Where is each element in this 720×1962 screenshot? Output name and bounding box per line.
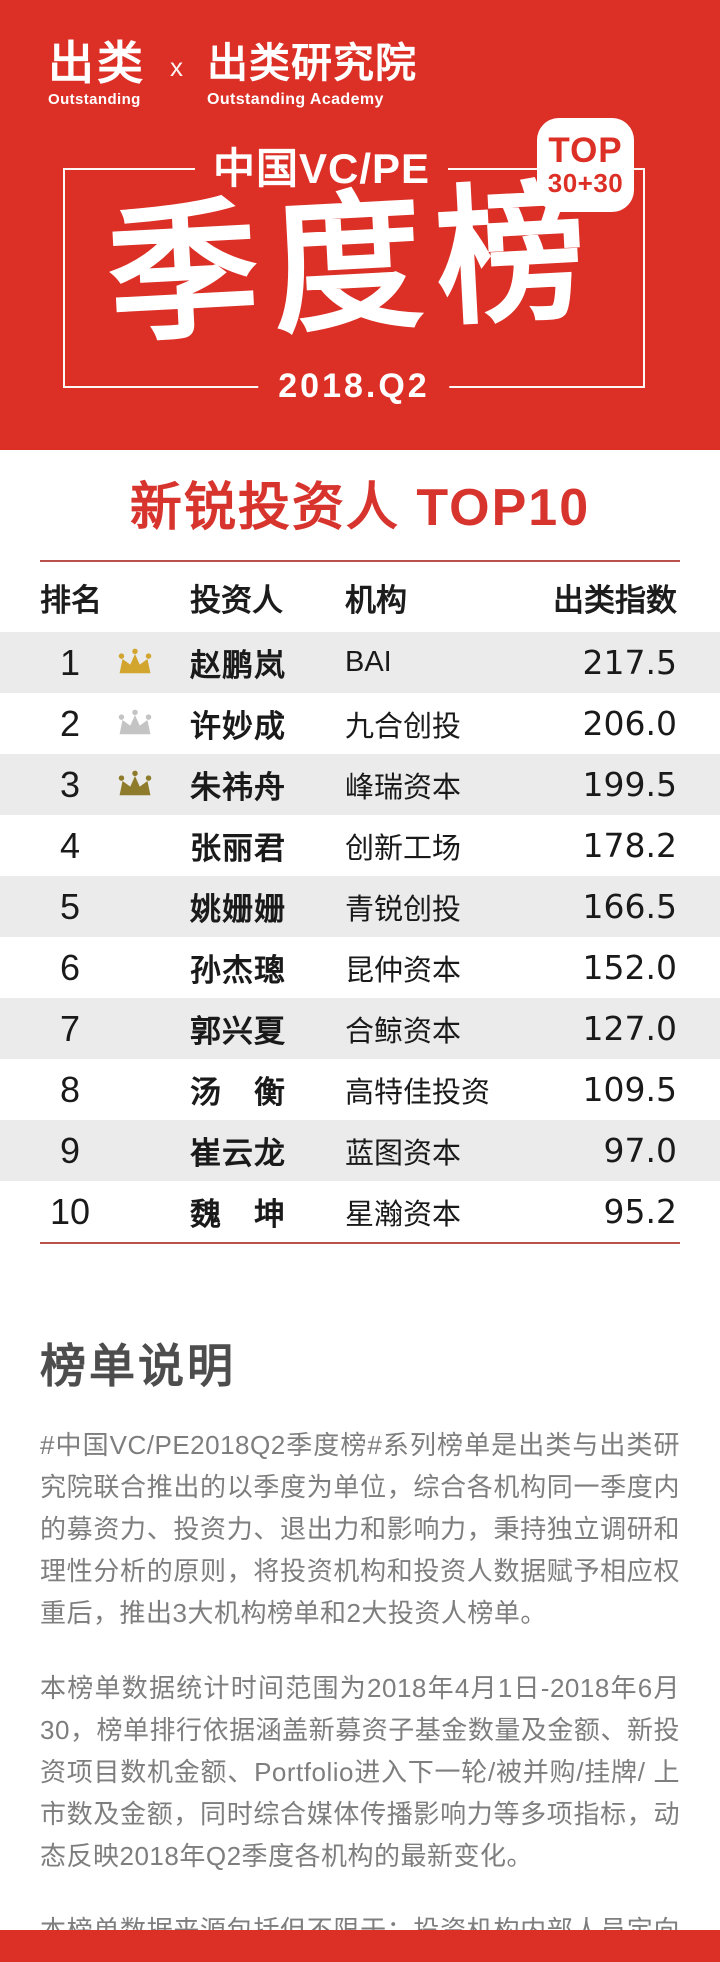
table-row: 2 许妙成 九合创投 206.0 <box>0 693 720 754</box>
column-header-investor: 投资人 <box>190 582 283 618</box>
notes-paragraph-2: 本榜单数据统计时间范围为2018年4月1日-2018年6月30，榜单排行依据涵盖… <box>40 1672 680 1871</box>
rank-number: 8 <box>59 1068 81 1110</box>
logo-outstanding-en: Outstanding <box>48 91 141 108</box>
ranking-section: 新锐投资人 TOP10 排名 投资人 机构 出类指数 1 赵鹏岚 BAI <box>0 450 720 1244</box>
badge-top-text: TOP <box>548 131 623 170</box>
table-row: 9 崔云龙 蓝图资本 97.0 <box>0 1120 720 1181</box>
rank-number: 10 <box>49 1190 91 1232</box>
banner-frame: 中国VC/PE 季度榜 2018.Q2 <box>63 143 645 407</box>
logo-x-separator: x <box>170 52 183 82</box>
crown-icon-bronze <box>100 770 170 799</box>
column-header-score: 出类指数 <box>553 582 677 618</box>
investor-name: 汤 衡 <box>190 1075 286 1110</box>
table-row: 4 张丽君 创新工场 178.2 <box>0 815 720 876</box>
notes-title: 榜单说明 <box>40 1340 236 1392</box>
rank-number: 9 <box>59 1129 81 1171</box>
banner-region-label: 中国VC/PE <box>195 143 449 195</box>
table-header: 排名 投资人 机构 出类指数 <box>0 562 720 632</box>
investor-name: 许妙成 <box>190 709 286 744</box>
investor-name: 姚姗姗 <box>190 892 286 927</box>
crown-icon-gold <box>100 648 170 677</box>
score-value: 178.2 <box>582 826 677 865</box>
table-row: 8 汤 衡 高特佳投资 109.5 <box>0 1059 720 1120</box>
investor-name: 赵鹏岚 <box>190 648 286 683</box>
score-value: 199.5 <box>582 765 677 804</box>
rank-number: 3 <box>59 763 81 805</box>
logo-outstanding-cn: 出类 <box>48 37 146 89</box>
column-header-org: 机构 <box>345 582 407 618</box>
score-value: 152.0 <box>582 948 677 987</box>
org-name: 蓝图资本 <box>345 1137 462 1170</box>
score-value: 95.2 <box>603 1192 677 1231</box>
rank-number: 1 <box>59 641 81 683</box>
table-row: 10 魏 坤 星瀚资本 95.2 <box>0 1181 720 1242</box>
table-row: 1 赵鹏岚 BAI 217.5 <box>0 632 720 693</box>
table-row: 5 姚姗姗 青锐创投 166.5 <box>0 876 720 937</box>
score-value: 206.0 <box>582 704 677 743</box>
rank-number: 2 <box>59 702 81 744</box>
column-header-rank: 排名 <box>40 582 102 618</box>
logo-academy-cn: 出类研究院 <box>207 40 417 86</box>
logo-academy: 出类研究院 Outstanding Academy <box>207 40 417 109</box>
investor-name: 孙杰璁 <box>190 953 286 988</box>
table-row: 7 郭兴夏 合鲸资本 127.0 <box>0 998 720 1059</box>
badge-sub-text: 30+30 <box>547 168 624 198</box>
investor-name: 朱祎舟 <box>190 770 286 805</box>
org-name: 合鲸资本 <box>345 1015 462 1048</box>
investor-name: 魏 坤 <box>190 1197 286 1232</box>
score-value: 166.5 <box>582 887 677 926</box>
org-name: 星瀚资本 <box>345 1198 462 1231</box>
crown-icon-silver <box>100 709 170 738</box>
org-name: 青锐创投 <box>345 893 462 926</box>
rank-number: 5 <box>59 885 81 927</box>
rank-number: 7 <box>59 1007 81 1049</box>
org-name: 创新工场 <box>345 832 462 865</box>
score-value: 109.5 <box>582 1070 677 1109</box>
table-row: 3 朱祎舟 峰瑞资本 199.5 <box>0 754 720 815</box>
logo-lockup: 出类 Outstanding x 出类研究院 Outstanding Acade… <box>48 40 417 109</box>
score-value: 217.5 <box>582 643 677 682</box>
logo-outstanding: 出类 Outstanding <box>48 40 146 108</box>
list-title: 新锐投资人 TOP10 <box>129 479 591 537</box>
hero-banner: 出类 Outstanding x 出类研究院 Outstanding Acade… <box>0 0 720 450</box>
table-row: 6 孙杰璁 昆仲资本 152.0 <box>0 937 720 998</box>
org-name: 高特佳投资 <box>345 1076 491 1109</box>
score-value: 97.0 <box>603 1131 677 1170</box>
org-name: 昆仲资本 <box>345 954 462 987</box>
investor-name: 张丽君 <box>190 831 286 866</box>
org-name: 峰瑞资本 <box>345 771 462 804</box>
logo-academy-en: Outstanding Academy <box>207 91 384 108</box>
banner-period: 2018.Q2 <box>258 365 450 407</box>
title-divider <box>40 560 680 562</box>
footer-red-bar <box>0 1930 720 1962</box>
investor-name: 郭兴夏 <box>190 1014 286 1049</box>
rank-number: 4 <box>59 824 81 866</box>
ranking-table: 1 赵鹏岚 BAI 217.5 2 <box>0 632 720 1242</box>
rank-number: 6 <box>59 946 81 988</box>
top-30-30-badge: TOP 30+30 <box>537 118 634 212</box>
notes-paragraph-1: #中国VC/PE2018Q2季度榜#系列榜单是出类与出类研究院联合推出的以季度为… <box>40 1430 680 1629</box>
investor-name: 崔云龙 <box>190 1136 286 1171</box>
org-name: 九合创投 <box>345 710 462 743</box>
notes-section: 榜单说明 #中国VC/PE2018Q2季度榜#系列榜单是出类与出类研究院联合推出… <box>0 1340 720 1962</box>
table-bottom-divider <box>40 1242 680 1244</box>
org-name: BAI <box>345 646 392 678</box>
score-value: 127.0 <box>582 1009 677 1048</box>
